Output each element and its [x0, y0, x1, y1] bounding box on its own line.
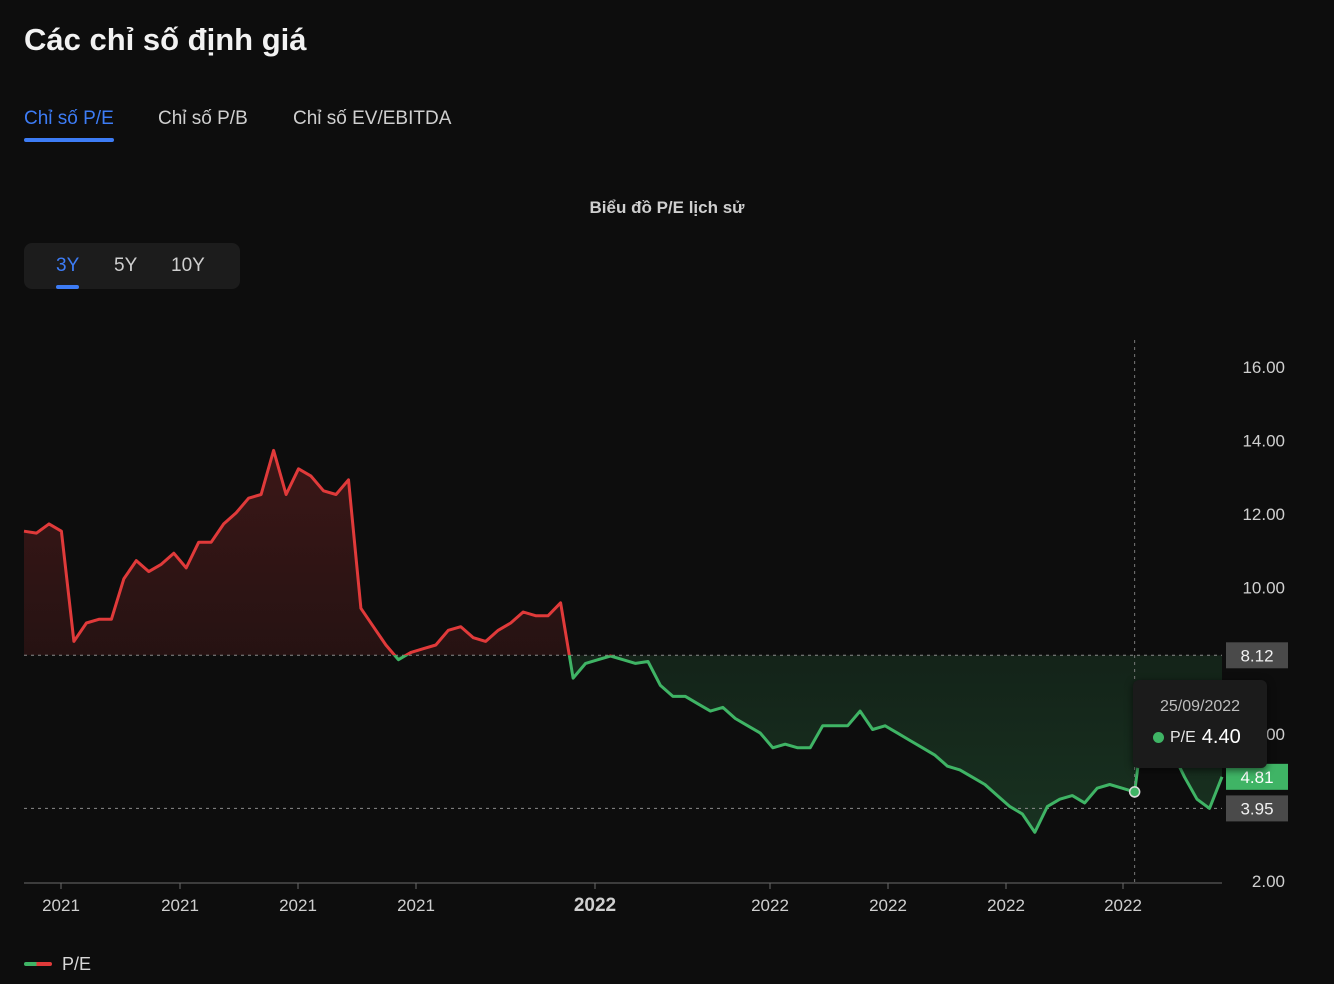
- area-below-average: [24, 655, 1222, 833]
- tooltip-series-dot: [1153, 732, 1164, 743]
- x-tick-label: 2021: [397, 896, 435, 915]
- area-above-average: [24, 450, 570, 656]
- y-tick-label: 14.00: [1242, 431, 1285, 450]
- period-active-indicator: [56, 285, 80, 289]
- y-tick-label: 16.00: [1242, 358, 1285, 377]
- period-3y-button[interactable]: 3Y: [56, 255, 80, 289]
- tab-ev-ebitda-label: Chỉ số EV/EBITDA: [293, 108, 452, 129]
- last-value-badge: [1226, 763, 1288, 790]
- tab-pb[interactable]: Chỉ số P/B: [158, 108, 248, 130]
- tab-pb-label: Chỉ số P/B: [158, 108, 248, 129]
- tooltip-value: 4.40: [1201, 726, 1241, 748]
- period-3y-label: 3Y: [56, 255, 80, 276]
- tab-active-indicator: [24, 138, 114, 142]
- y-tick-label: 12.00: [1242, 505, 1285, 524]
- x-tick-label: 2021: [279, 896, 317, 915]
- series-line-above-average: [23, 448, 614, 656]
- tooltip-date: 25/09/2022: [1159, 698, 1241, 715]
- period-selector: 3Y 5Y 10Y: [24, 243, 240, 289]
- chart-tooltip: 25/09/2022 P/E 4.40: [1133, 680, 1267, 768]
- y-tick-label: 10.00: [1242, 578, 1285, 597]
- period-5y-label: 5Y: [114, 255, 138, 276]
- reference-badge-0: [1226, 642, 1288, 669]
- reference-badge-label-0: 8.12: [1240, 646, 1273, 665]
- x-tick-label: 2022: [987, 896, 1025, 915]
- tab-ev-ebitda[interactable]: Chỉ số EV/EBITDA: [293, 108, 451, 130]
- x-tick-label: 2021: [42, 896, 80, 915]
- tab-pe-label: Chỉ số P/E: [24, 108, 114, 129]
- period-10y-button[interactable]: 10Y: [171, 255, 205, 277]
- x-tick-label: 2022: [751, 896, 789, 915]
- x-tick-label: 2022: [869, 896, 907, 915]
- reference-badge-label-1: 3.95: [1240, 799, 1273, 818]
- chart-legend[interactable]: P/E: [24, 952, 91, 976]
- page-title: Các chỉ số định giá: [24, 22, 307, 57]
- tab-pe[interactable]: Chỉ số P/E: [24, 108, 114, 142]
- crosshair-point: [1128, 786, 1141, 798]
- y-tick-label: 2.00: [1252, 872, 1285, 891]
- chart-heading: Biểu đồ P/E lịch sử: [589, 198, 745, 217]
- tooltip-series-label: P/E: [1170, 728, 1196, 746]
- last-value-label: 4.81: [1240, 768, 1273, 787]
- x-tick-label: 2021: [161, 896, 199, 915]
- legend-label: P/E: [62, 953, 92, 974]
- period-10y-label: 10Y: [171, 255, 205, 276]
- reference-badge-1: [1226, 795, 1288, 822]
- series-line-below-average: [392, 655, 1224, 834]
- tooltip-row: P/E 4.40: [1153, 726, 1241, 749]
- period-5y-button[interactable]: 5Y: [114, 255, 137, 277]
- x-tick-label: 2022: [1104, 896, 1142, 915]
- legend-swatch: [24, 962, 52, 966]
- x-tick-label: 2022: [574, 895, 616, 916]
